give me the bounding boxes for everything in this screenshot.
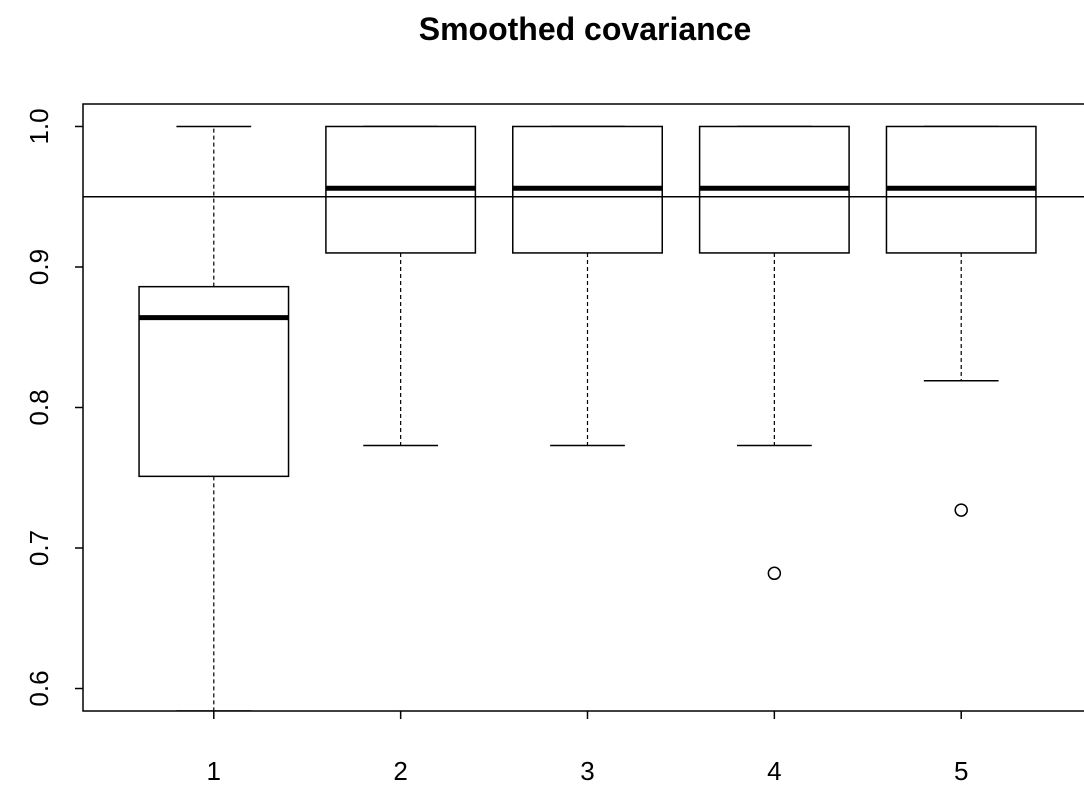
- y-tick-label: 0.8: [24, 389, 54, 425]
- outlier: [767, 566, 782, 581]
- x-tick-label: 3: [580, 756, 594, 782]
- x-tick-label: 4: [767, 756, 781, 782]
- plot-area: [83, 125, 1084, 711]
- y-tick-label: 0.7: [24, 530, 54, 566]
- y-tick-label: 0.6: [24, 670, 54, 706]
- chart-title: Smoothed covariance: [419, 11, 752, 47]
- outlier: [954, 503, 968, 517]
- y-tick-label: 0.9: [24, 249, 54, 285]
- y-tick-label: 1.0: [24, 108, 54, 144]
- x-tick-label: 2: [393, 756, 407, 782]
- x-tick-label: 5: [954, 756, 968, 782]
- x-tick-label: 1: [207, 756, 221, 782]
